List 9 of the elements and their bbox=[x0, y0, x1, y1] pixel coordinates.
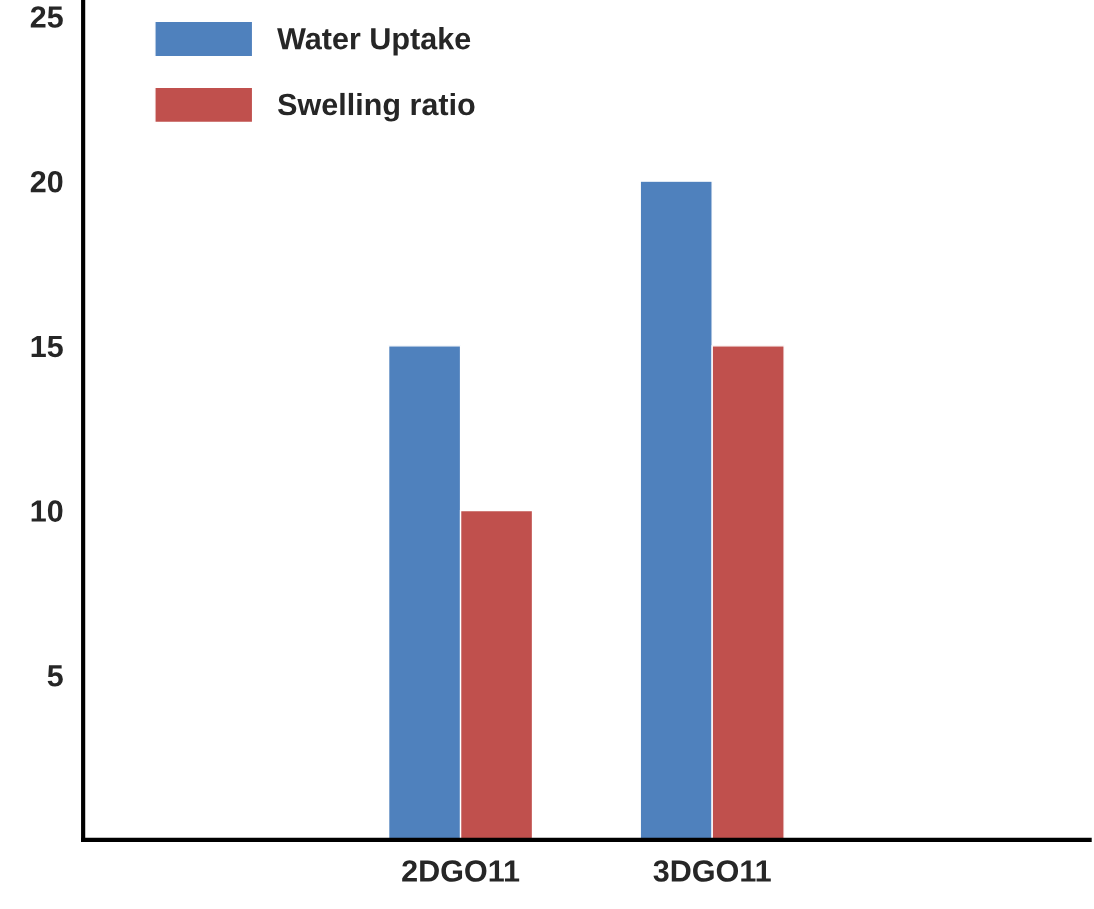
y-tick-label: 5 bbox=[47, 665, 63, 687]
y-tick-label: 10 bbox=[31, 500, 63, 522]
legend-label: Swelling ratio bbox=[277, 92, 475, 122]
y-tick-label: 20 bbox=[30, 170, 63, 193]
x-tick-label: 2DGO11 bbox=[402, 860, 520, 882]
y-tick-label: 25 bbox=[30, 6, 63, 28]
y-tick-label: 15 bbox=[31, 335, 63, 358]
x-tick-label: 3DGO11 bbox=[653, 860, 771, 882]
legend-label: Water Uptake bbox=[277, 27, 471, 56]
